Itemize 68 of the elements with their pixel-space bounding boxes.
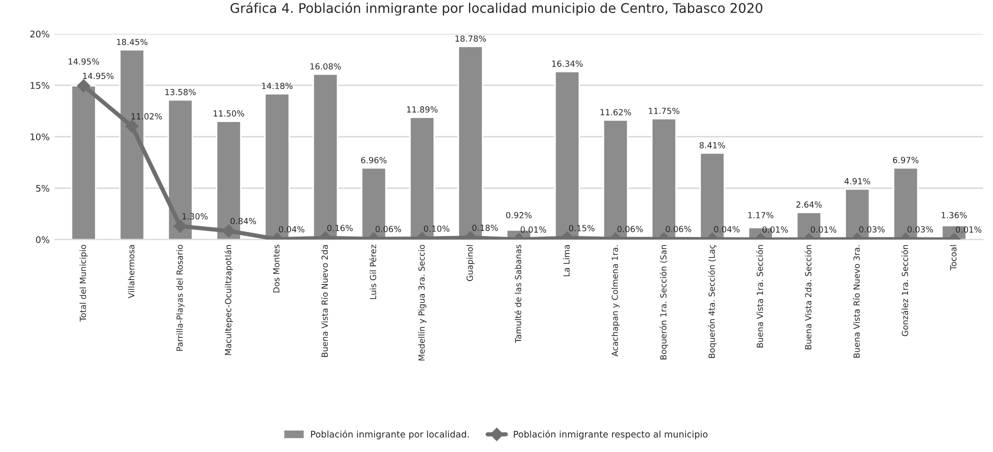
data-label: 6.97% — [893, 156, 918, 164]
data-label: 0.10% — [424, 225, 450, 232]
data-label: 0.15% — [569, 224, 594, 232]
x-tick-label: González 1ra. Sección — [901, 245, 908, 336]
data-label: 14.18% — [262, 82, 292, 90]
x-tick-label: Buena Vista Río Nuevo 2da — [321, 245, 328, 357]
point — [125, 120, 139, 133]
x-tick-label: Dos Montes — [273, 244, 280, 292]
x-tick-label: Medellín y Pigua 3ra. Seccio — [418, 244, 426, 360]
data-label: 0.06% — [617, 226, 643, 232]
data-label: 0.01% — [520, 226, 546, 233]
x-tick-label: Buena Vista 2da. Sección — [804, 245, 812, 350]
y-tick-label: 20% — [30, 30, 50, 38]
x-tick-label: Macultepec-Ocuiltzapotlán — [224, 245, 233, 355]
data-label: 0.06% — [376, 226, 402, 232]
chart-title: Gráfica 4. Población inmigrante por localidad municipio de Centro, Tabasco 2020 — [230, 2, 762, 16]
data-label: 14.95% — [68, 58, 100, 65]
x-tick-label: Buena Vista Río Nuevo 3ra. — [852, 245, 860, 358]
data-label: 13.58% — [165, 88, 196, 96]
data-label: 11.75% — [648, 108, 680, 114]
x-tick-label: Guapinol — [466, 245, 475, 282]
x-tick-label: Boquerón 1ra. Sección (San — [660, 245, 668, 360]
y-tick-label: 5% — [36, 184, 50, 192]
data-label: 11.02% — [132, 113, 162, 120]
data-label: 0.03% — [908, 226, 933, 232]
data-label: 18.78% — [456, 35, 486, 42]
data-label: 1.17% — [748, 212, 774, 218]
x-tick-label: Villahermosa — [128, 245, 134, 298]
data-label: 1.30% — [182, 213, 208, 220]
data-label: 0.16% — [327, 224, 353, 232]
data-label: 16.08% — [310, 63, 341, 70]
y-tick-label: 10% — [30, 133, 50, 140]
x-tick-label: La Lima — [563, 245, 570, 276]
data-label: 2.64% — [796, 201, 822, 208]
data-label: 4.91% — [844, 178, 870, 184]
data-label: 0.06% — [666, 226, 692, 232]
data-label: 0.84% — [230, 218, 256, 224]
y-tick-label: 0% — [36, 236, 50, 244]
data-label: 8.41% — [700, 142, 726, 148]
data-label: 1.36% — [942, 212, 967, 218]
data-label: 11.62% — [600, 109, 631, 116]
data-label: 0.01% — [762, 226, 788, 233]
legend-label: Población inmigrante respecto al municipio — [514, 430, 708, 440]
data-label: 0.92% — [506, 212, 532, 218]
data-label: 0.01% — [956, 226, 982, 233]
data-label: 0.04% — [278, 226, 304, 232]
x-tick-label: Boquerón 4ta. Sección (Laç — [708, 244, 716, 358]
data-label: 0.03% — [859, 226, 885, 232]
x-tick-label: Acachapan y Colmena 1ra. — [612, 245, 620, 356]
y-tick-label: 15% — [30, 82, 50, 89]
x-tick-label: Tamulté de las Sabanas — [514, 244, 522, 344]
x-tick-label: Parrilla-Playas del Rosario — [176, 244, 184, 351]
data-label: 14.95% — [83, 72, 114, 80]
data-label: 0.18% — [472, 224, 498, 231]
data-label: 11.50% — [214, 110, 244, 117]
data-label: 11.89% — [407, 106, 438, 113]
data-label: 16.34% — [552, 60, 583, 67]
bar — [70, 85, 96, 240]
x-tick-label: Tocoal — [950, 245, 956, 270]
data-label: 6.96% — [361, 156, 387, 164]
x-tick-label: Buena Vista 1ra. Sección — [756, 245, 764, 348]
data-label: 0.04% — [714, 226, 740, 232]
point — [77, 79, 90, 92]
x-tick-label: Total del Municipio — [80, 244, 88, 322]
legend-label: Población inmigrante por localidad. — [311, 430, 469, 440]
data-label: 0.01% — [810, 226, 836, 233]
x-tick-label: Luis Gil Pérez — [369, 244, 376, 300]
data-label: 18.45% — [117, 38, 148, 46]
